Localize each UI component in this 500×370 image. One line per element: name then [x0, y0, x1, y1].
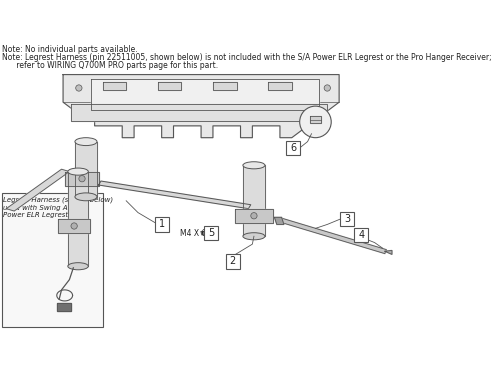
- Ellipse shape: [75, 193, 97, 201]
- Polygon shape: [58, 219, 90, 233]
- Circle shape: [251, 213, 257, 219]
- Polygon shape: [68, 172, 88, 266]
- Text: 3: 3: [344, 214, 350, 224]
- Text: Note: No individual parts available.: Note: No individual parts available.: [2, 46, 138, 54]
- Polygon shape: [243, 165, 265, 236]
- FancyBboxPatch shape: [226, 255, 239, 269]
- Polygon shape: [201, 232, 208, 235]
- Polygon shape: [235, 209, 273, 223]
- Polygon shape: [158, 83, 182, 90]
- FancyBboxPatch shape: [204, 226, 218, 240]
- Ellipse shape: [68, 168, 88, 175]
- Polygon shape: [385, 250, 392, 255]
- Text: M4 X 6: M4 X 6: [180, 229, 206, 238]
- Polygon shape: [310, 117, 321, 123]
- Polygon shape: [57, 303, 71, 311]
- Circle shape: [300, 106, 331, 138]
- FancyBboxPatch shape: [2, 193, 102, 327]
- Polygon shape: [71, 104, 328, 121]
- Text: 4: 4: [358, 230, 364, 240]
- FancyBboxPatch shape: [354, 228, 368, 242]
- Text: refer to WIRING Q700M PRO parts page for this part.: refer to WIRING Q700M PRO parts page for…: [2, 61, 218, 70]
- FancyBboxPatch shape: [340, 212, 354, 226]
- Polygon shape: [268, 83, 292, 90]
- Polygon shape: [6, 169, 70, 211]
- Ellipse shape: [243, 162, 265, 169]
- Polygon shape: [213, 83, 236, 90]
- Text: Note: Legrest Harness (pin 22511005, shown below) is not included with the S/A P: Note: Legrest Harness (pin 22511005, sho…: [2, 53, 492, 62]
- Ellipse shape: [75, 138, 97, 145]
- Polygon shape: [98, 181, 251, 209]
- Circle shape: [79, 175, 85, 182]
- Polygon shape: [274, 217, 284, 225]
- Circle shape: [76, 85, 82, 91]
- Polygon shape: [102, 83, 126, 90]
- FancyBboxPatch shape: [154, 217, 169, 232]
- Text: 6: 6: [290, 143, 296, 153]
- Polygon shape: [280, 218, 386, 253]
- Ellipse shape: [68, 263, 88, 270]
- Circle shape: [71, 223, 78, 229]
- Text: 1: 1: [158, 219, 164, 229]
- Polygon shape: [66, 172, 98, 186]
- Polygon shape: [63, 75, 339, 138]
- Text: 2: 2: [230, 256, 236, 266]
- Text: 5: 5: [208, 228, 214, 238]
- Polygon shape: [75, 142, 97, 197]
- Ellipse shape: [243, 233, 265, 240]
- Text: Legrest Harness (shown below)
used with Swing Away
Power ELR Legrest: Legrest Harness (shown below) used with …: [3, 197, 114, 218]
- FancyBboxPatch shape: [286, 141, 300, 155]
- Circle shape: [324, 85, 330, 91]
- Polygon shape: [90, 78, 320, 110]
